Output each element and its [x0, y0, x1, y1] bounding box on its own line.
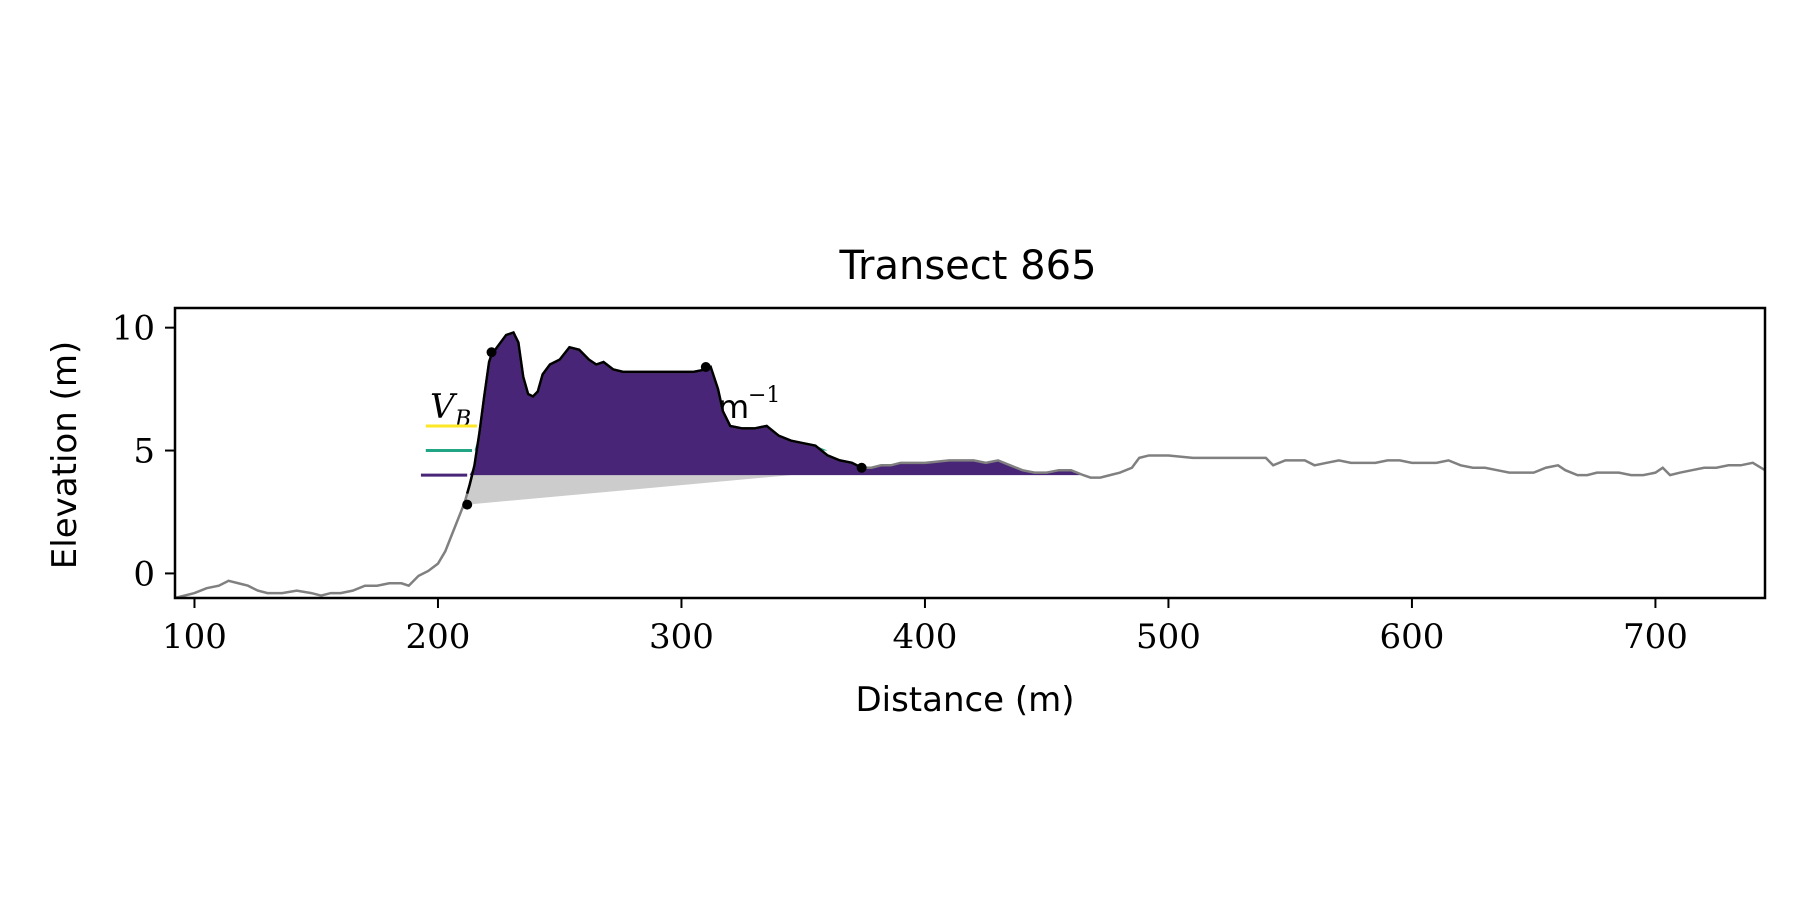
dune-key-point: [462, 499, 473, 510]
x-tick-label: 700: [1623, 617, 1688, 657]
x-tick-label: 200: [406, 617, 471, 657]
x-tick-label: 100: [162, 617, 227, 657]
y-tick-group: 0 5 10: [112, 309, 175, 594]
y-tick-label: 0: [133, 554, 155, 594]
y-axis-label: Elevation (m): [45, 341, 85, 569]
y-tick-label: 5: [133, 432, 155, 472]
dune-key-point: [700, 361, 711, 372]
annotation-var-subscript: B: [454, 407, 471, 432]
x-tick-label: 500: [1136, 617, 1201, 657]
annotation-unit-superscript: −1: [748, 383, 780, 408]
dune-outline: [465, 331, 863, 494]
dune-key-point: [486, 347, 497, 358]
y-tick-label: 10: [112, 309, 155, 349]
annotation-var: V: [430, 387, 458, 427]
x-axis-label: Distance (m): [855, 680, 1074, 720]
x-tick-label: 400: [893, 617, 958, 657]
x-tick-label: 300: [649, 617, 714, 657]
x-tick-label: 600: [1379, 617, 1444, 657]
chart-title: Transect 865: [838, 243, 1096, 289]
volume-fill-3: [467, 332, 1096, 476]
plot-frame: [173, 306, 1767, 600]
x-tick-group: 100 200 300 400 500 600 700: [162, 598, 1688, 657]
dune-key-point: [856, 462, 867, 473]
